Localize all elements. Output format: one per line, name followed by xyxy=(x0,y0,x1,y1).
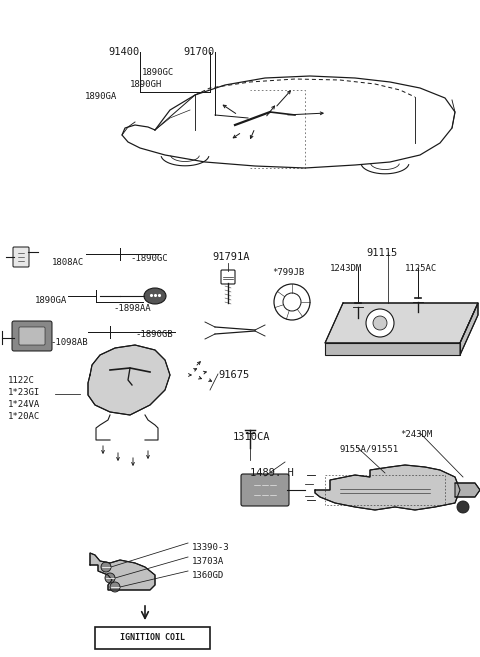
Circle shape xyxy=(101,562,111,572)
Text: 91675: 91675 xyxy=(218,370,249,380)
Text: 1122C: 1122C xyxy=(8,376,35,385)
Polygon shape xyxy=(315,465,460,510)
Circle shape xyxy=(373,316,387,330)
Circle shape xyxy=(105,573,115,583)
Text: -1098AB: -1098AB xyxy=(50,338,88,347)
Text: 1890GC: 1890GC xyxy=(142,68,174,77)
Text: 13703A: 13703A xyxy=(192,557,224,566)
Text: 91115: 91115 xyxy=(366,248,397,258)
Text: 1890GA: 1890GA xyxy=(35,296,67,305)
Text: -1890GB: -1890GB xyxy=(135,330,173,339)
FancyBboxPatch shape xyxy=(12,321,52,351)
Circle shape xyxy=(283,293,301,311)
Text: 1360GD: 1360GD xyxy=(192,571,224,580)
Polygon shape xyxy=(325,303,478,343)
Text: 1*23GI: 1*23GI xyxy=(8,388,40,397)
Polygon shape xyxy=(90,553,155,590)
Polygon shape xyxy=(325,343,460,355)
Circle shape xyxy=(110,582,120,592)
Text: 9155A/91551: 9155A/91551 xyxy=(340,445,399,454)
Polygon shape xyxy=(88,345,170,415)
Text: IGNITION COIL: IGNITION COIL xyxy=(120,633,184,643)
Text: 1*20AC: 1*20AC xyxy=(8,412,40,421)
Text: 1125AC: 1125AC xyxy=(405,264,437,273)
Circle shape xyxy=(274,284,310,320)
Text: 91791A: 91791A xyxy=(212,252,250,262)
Text: 1*24VA: 1*24VA xyxy=(8,400,40,409)
Text: 1890GA: 1890GA xyxy=(85,92,117,101)
Text: 1890GH: 1890GH xyxy=(130,80,162,89)
Text: 1489. H: 1489. H xyxy=(250,468,294,478)
FancyBboxPatch shape xyxy=(95,627,210,649)
Circle shape xyxy=(457,501,469,513)
Text: 1808AC: 1808AC xyxy=(52,258,84,267)
Polygon shape xyxy=(455,483,480,497)
Polygon shape xyxy=(460,303,478,355)
Text: 91700: 91700 xyxy=(183,47,214,57)
Text: 13390-3: 13390-3 xyxy=(192,543,229,552)
Text: *799JB: *799JB xyxy=(272,268,304,277)
Text: 1243DM: 1243DM xyxy=(330,264,362,273)
Text: 91400: 91400 xyxy=(108,47,139,57)
FancyBboxPatch shape xyxy=(13,247,29,267)
Ellipse shape xyxy=(144,288,166,304)
FancyBboxPatch shape xyxy=(221,270,235,284)
Text: *243DM: *243DM xyxy=(400,430,432,439)
FancyBboxPatch shape xyxy=(241,474,289,506)
Text: -1898AA: -1898AA xyxy=(113,304,151,313)
Text: 1310CA: 1310CA xyxy=(233,432,271,442)
FancyBboxPatch shape xyxy=(19,327,45,345)
Text: -1890GC: -1890GC xyxy=(130,254,168,263)
Circle shape xyxy=(366,309,394,337)
